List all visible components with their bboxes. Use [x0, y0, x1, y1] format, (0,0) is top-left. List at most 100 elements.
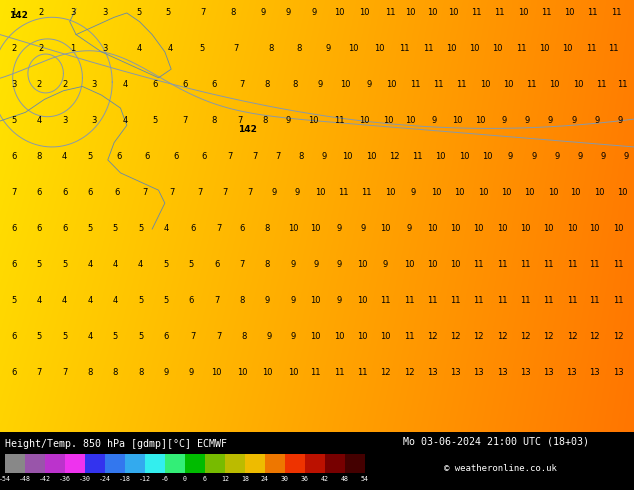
Text: 10: 10: [518, 8, 528, 17]
Text: 12: 12: [590, 332, 600, 341]
Text: 10: 10: [309, 116, 319, 124]
Text: 10: 10: [453, 116, 463, 124]
Text: 10: 10: [358, 332, 368, 341]
Text: 142: 142: [10, 11, 29, 20]
Text: 7: 7: [227, 152, 232, 161]
Text: 10: 10: [469, 44, 479, 53]
Text: 4: 4: [87, 260, 93, 269]
Text: 5: 5: [37, 260, 42, 269]
Text: 12: 12: [567, 332, 577, 341]
Text: 13: 13: [450, 368, 460, 377]
Text: 1: 1: [11, 8, 16, 17]
Text: 12: 12: [497, 332, 507, 341]
Text: 10: 10: [311, 296, 321, 305]
Text: 5: 5: [62, 332, 67, 341]
Text: 2: 2: [39, 44, 44, 53]
Text: 11: 11: [456, 80, 467, 89]
Text: 7: 7: [170, 188, 175, 197]
Text: 10: 10: [613, 224, 623, 233]
Text: 10: 10: [497, 224, 507, 233]
Text: 10: 10: [503, 80, 514, 89]
Text: 9: 9: [313, 260, 318, 269]
Text: 12: 12: [613, 332, 623, 341]
Bar: [265, 454, 285, 473]
Text: 7: 7: [183, 116, 188, 124]
Text: 11: 11: [423, 44, 433, 53]
Text: 10: 10: [311, 224, 321, 233]
Text: 9: 9: [531, 152, 536, 161]
Text: 7: 7: [252, 152, 257, 161]
Text: 10: 10: [455, 188, 465, 197]
Text: 11: 11: [474, 296, 484, 305]
Text: 10: 10: [567, 224, 577, 233]
Text: 11: 11: [472, 8, 482, 17]
Bar: [85, 454, 105, 473]
Text: 5: 5: [37, 332, 42, 341]
Text: 7: 7: [216, 224, 221, 233]
Text: 5: 5: [11, 116, 16, 124]
Text: 36: 36: [301, 476, 309, 482]
Text: 5: 5: [153, 116, 158, 124]
Text: 10: 10: [404, 260, 414, 269]
Text: 12: 12: [427, 332, 437, 341]
Text: 9: 9: [624, 152, 629, 161]
Bar: [45, 454, 65, 473]
Text: 12: 12: [380, 368, 391, 377]
Text: 11: 11: [495, 8, 505, 17]
Text: 11: 11: [590, 260, 600, 269]
Text: 10: 10: [406, 8, 416, 17]
Text: 3: 3: [91, 116, 96, 124]
Text: 9: 9: [326, 44, 331, 53]
Text: -42: -42: [39, 476, 51, 482]
Text: 9: 9: [406, 224, 411, 233]
Text: 4: 4: [137, 44, 142, 53]
Text: 8: 8: [113, 368, 118, 377]
Text: 4: 4: [87, 296, 93, 305]
Text: 5: 5: [137, 8, 142, 17]
Text: 9: 9: [290, 260, 295, 269]
Text: 8: 8: [242, 332, 247, 341]
Text: 12: 12: [450, 332, 460, 341]
Text: 4: 4: [62, 296, 67, 305]
Text: 3: 3: [102, 44, 107, 53]
Text: 10: 10: [524, 188, 534, 197]
Text: 8: 8: [265, 260, 270, 269]
Text: 24: 24: [261, 476, 269, 482]
Text: 5: 5: [87, 224, 93, 233]
Text: 11: 11: [543, 260, 553, 269]
Text: 6: 6: [11, 260, 16, 269]
Text: 6: 6: [11, 368, 16, 377]
Text: 8: 8: [292, 80, 297, 89]
Text: 6: 6: [183, 80, 188, 89]
Text: 2: 2: [11, 44, 16, 53]
Text: 7: 7: [223, 188, 228, 197]
Text: 0: 0: [183, 476, 187, 482]
Text: 6: 6: [240, 224, 245, 233]
Text: 5: 5: [113, 332, 118, 341]
Text: 11: 11: [497, 260, 507, 269]
Text: 10: 10: [590, 224, 600, 233]
Text: 10: 10: [383, 116, 393, 124]
Text: 9: 9: [618, 116, 623, 124]
Bar: [285, 454, 304, 473]
Text: Height/Temp. 850 hPa [gdmp][°C] ECMWF: Height/Temp. 850 hPa [gdmp][°C] ECMWF: [5, 439, 227, 449]
Text: 8: 8: [240, 296, 245, 305]
Text: 8: 8: [212, 116, 217, 124]
Text: 10: 10: [431, 188, 441, 197]
Text: 6: 6: [214, 260, 219, 269]
Text: 9: 9: [286, 116, 291, 124]
Text: 11: 11: [334, 368, 344, 377]
Text: 13: 13: [520, 368, 530, 377]
Text: 5: 5: [113, 224, 118, 233]
Text: 11: 11: [474, 260, 484, 269]
Text: 8: 8: [231, 8, 236, 17]
Text: 11: 11: [427, 296, 437, 305]
Text: -6: -6: [161, 476, 169, 482]
Text: 6: 6: [37, 188, 42, 197]
Text: 11: 11: [520, 260, 530, 269]
Text: 9: 9: [265, 296, 270, 305]
Text: 11: 11: [613, 296, 623, 305]
Text: 6: 6: [37, 224, 42, 233]
Text: 11: 11: [399, 44, 410, 53]
Text: -30: -30: [79, 476, 91, 482]
